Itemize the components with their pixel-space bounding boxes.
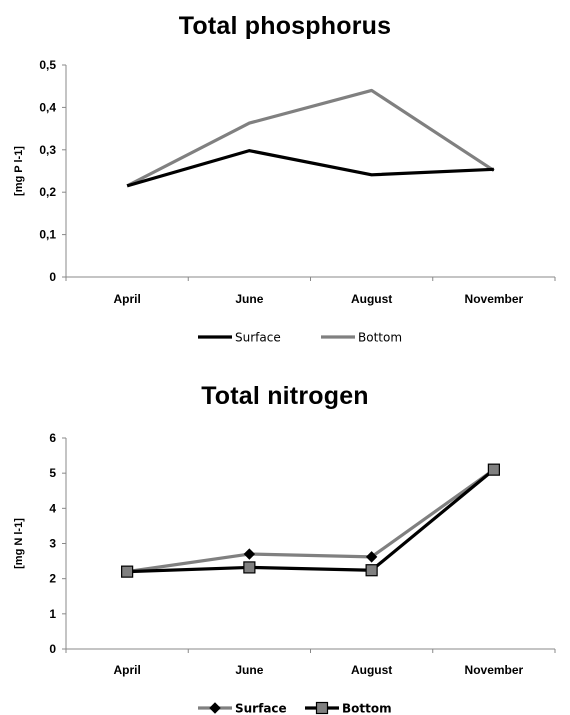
series-line-surface (126, 149, 494, 188)
y-tick-label: 2 (49, 572, 56, 586)
data-point-bottom (243, 561, 256, 574)
series-line-surface (126, 468, 495, 574)
data-point-bottom (487, 463, 500, 476)
x-tick-label: August (351, 292, 392, 306)
phosphorus-chart: 0 0,1 0,2 0,3 0,4 0,5 April June August November [… (13, 58, 556, 345)
legend-label-surface: Surface (235, 331, 281, 345)
y-tick-label: 1 (49, 607, 56, 621)
x-tick-label: April (113, 663, 140, 677)
phosphorus-chart-panel: Total phosphorus 0 0,1 0,2 0,3 0,4 0,5 April Ju… (13, 12, 556, 345)
legend-label-bottom: Bottom (342, 702, 392, 715)
series-line-bottom (127, 468, 495, 574)
data-point-bottom (121, 565, 134, 578)
legend-marker-surface (209, 702, 221, 714)
legend-label-surface: Surface (235, 702, 287, 715)
x-tick-label: June (235, 292, 263, 306)
y-tick-label: 0,3 (39, 143, 56, 157)
x-tick-label: November (465, 292, 524, 306)
nitrogen-chart: 0 1 2 3 4 5 6 April June August November [mg N l-1]… (13, 431, 556, 715)
y-tick-label: 6 (49, 431, 56, 445)
x-tick-label: August (351, 663, 392, 677)
y-tick-label: 5 (49, 466, 56, 480)
data-point-surface (365, 551, 378, 563)
y-axis-label: [mg N l-1] (13, 518, 25, 569)
nitrogen-chart-title: Total nitrogen (201, 382, 369, 410)
data-point-bottom (365, 564, 378, 577)
y-tick-label: 0 (49, 642, 56, 656)
x-tick-label: April (113, 292, 140, 306)
y-axis-label: [mg P l-1] (13, 146, 25, 196)
x-tick-label: June (235, 663, 263, 677)
y-tick-label: 4 (49, 501, 56, 515)
y-tick-label: 0 (49, 270, 56, 284)
y-tick-label: 0,4 (39, 100, 56, 114)
legend-marker-bottom (315, 701, 329, 715)
data-point-surface (243, 548, 256, 560)
x-tick-label: November (465, 663, 524, 677)
y-tick-label: 0,2 (39, 185, 56, 199)
y-tick-label: 0,5 (39, 58, 56, 72)
y-tick-label: 3 (49, 537, 56, 551)
nitrogen-chart-panel: Total nitrogen 0 1 2 3 4 5 6 April June August Nov… (0, 378, 570, 715)
legend-label-bottom: Bottom (358, 331, 402, 345)
phosphorus-chart-title: Total phosphorus (178, 12, 392, 40)
series-line-bottom (126, 88, 495, 188)
y-tick-label: 0,1 (39, 228, 56, 242)
